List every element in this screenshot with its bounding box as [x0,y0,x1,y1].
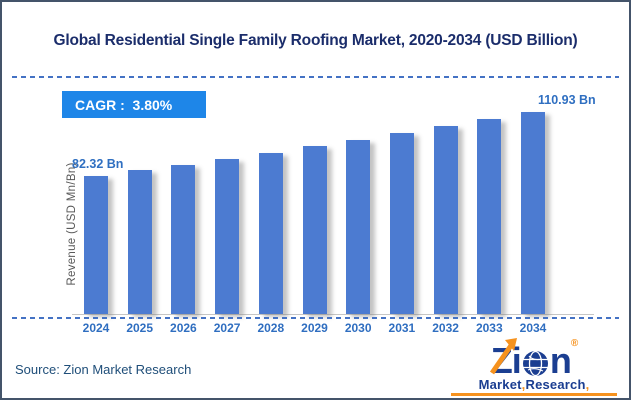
bar [346,139,371,314]
bar-value-label: 110.93 Bn [538,93,596,107]
bar [433,126,458,314]
logo-letter-z: Z [489,338,517,379]
source-text: Source: Zion Market Research [15,362,192,377]
x-axis-tick-label: 2032 [432,321,459,335]
cagr-badge: CAGR : 3.80% [62,91,206,118]
bar-value-label: 82.32 Bn [72,157,124,171]
bar [127,170,152,314]
logo-letter-n: n [549,340,572,381]
logo-subtext: Market,Research, [451,377,617,396]
logo-wordmark: Z i n ® [451,338,617,381]
x-axis-tick-label: 2024 [82,321,110,335]
x-axis-line [72,314,594,315]
x-axis-tick-label: 2031 [388,321,416,335]
logo-letter-i: i [511,340,522,381]
dashed-divider-top [12,76,619,78]
globe-icon [522,350,548,377]
dashed-divider-bottom [12,317,619,319]
x-axis-tick-label: 2034 [519,321,547,335]
bar [84,176,108,314]
x-axis-tick-label: 2026 [170,321,197,335]
bar [302,146,327,314]
x-axis-tick-label: 2033 [475,321,503,335]
bar [477,119,502,314]
plot-area: 2024 2025 2026 2027 2028 2029 2030 2031 2032 2033… [62,90,607,335]
x-axis-tick-label: 2027 [213,321,241,335]
growth-arrow-icon [489,338,517,375]
bar [521,112,545,314]
x-axis-tick-label: 2028 [257,321,285,335]
chart-title: Global Residential Single Family Roofing… [53,32,578,49]
registered-trademark-icon: ® [570,338,578,349]
bar [215,158,240,314]
x-axis-tick-label: 2029 [301,321,328,335]
x-axis-tick-label: 2025 [126,321,154,335]
bar [389,133,414,314]
x-axis-tick-label: 2030 [344,321,372,335]
bar [258,152,283,314]
bar [171,164,196,314]
zion-logo: Z i n ® Market,Research, [451,338,617,396]
